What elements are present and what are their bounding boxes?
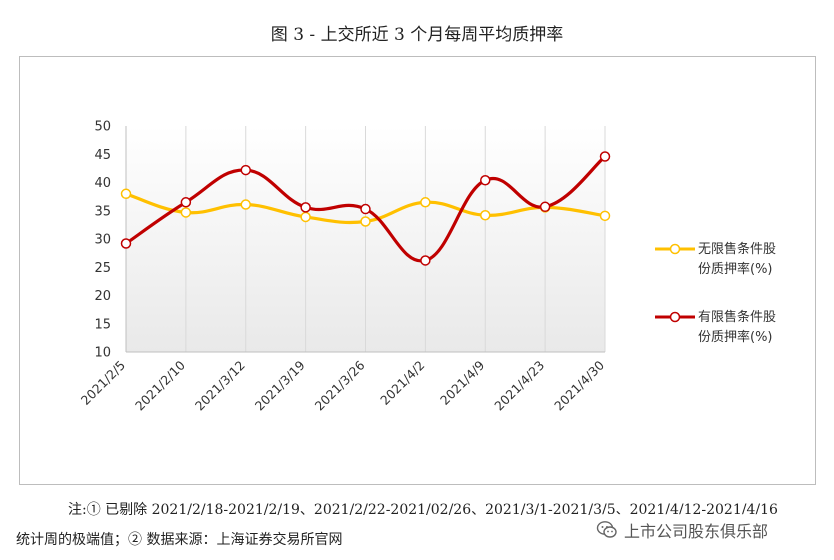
legend-label-restricted-line2: 份质押率(%)	[698, 330, 773, 345]
y-tick-label: 50	[94, 120, 111, 135]
x-tick-label: 2021/3/12	[192, 358, 248, 414]
x-tick-label: 2021/4/23	[491, 358, 547, 414]
watermark: 上市公司股东俱乐部	[596, 514, 818, 546]
chart-title: 图 3 - 上交所近 3 个月每周平均质押率	[270, 25, 564, 45]
y-tick-label: 20	[94, 289, 111, 304]
data-point-restricted	[599, 151, 611, 162]
x-tick-label: 2021/3/26	[312, 357, 368, 413]
legend-label-unrestricted-line1: 无限售条件股	[698, 242, 777, 257]
data-point-unrestricted	[240, 199, 251, 210]
x-tick-label: 2021/4/9	[437, 357, 487, 407]
x-tick-label: 2021/3/19	[252, 357, 308, 413]
watermark-text: 上市公司股东俱乐部	[624, 522, 769, 541]
x-tick-label: 2021/4/30	[551, 357, 607, 413]
data-point-unrestricted	[180, 207, 192, 218]
wechat-icon	[596, 521, 617, 538]
footnote-line-2: 统计周的极端值；② 数据来源：上海证券交易所官网	[16, 532, 343, 548]
data-point-restricted	[480, 174, 491, 186]
data-point-unrestricted	[599, 210, 611, 222]
data-point-restricted	[300, 202, 311, 213]
data-point-unrestricted	[120, 188, 132, 200]
legend-swatch-restricted	[655, 311, 695, 323]
data-point-restricted	[539, 201, 551, 213]
data-point-restricted	[420, 255, 431, 266]
legend-label-restricted-line1: 有限售条件股	[698, 310, 777, 325]
data-point-restricted	[240, 164, 251, 176]
data-point-unrestricted	[300, 211, 311, 223]
x-tick-label: 2021/2/5	[78, 358, 128, 408]
y-tick-label: 40	[94, 176, 111, 191]
y-tick-label: 25	[94, 261, 111, 276]
y-tick-label: 45	[94, 148, 111, 163]
y-tick-label: 15	[94, 317, 111, 332]
legend-label-unrestricted-line2: 份质押率(%)	[698, 262, 773, 277]
y-tick-label: 35	[94, 204, 111, 219]
data-point-unrestricted	[420, 197, 431, 208]
data-point-restricted	[180, 197, 192, 208]
data-point-restricted	[360, 203, 371, 215]
data-point-unrestricted	[360, 216, 371, 227]
x-tick-label: 2021/2/10	[132, 357, 188, 413]
data-point-restricted	[120, 238, 132, 249]
y-tick-label: 10	[94, 346, 111, 361]
y-tick-label: 30	[94, 233, 111, 248]
data-point-unrestricted	[480, 210, 491, 221]
x-tick-label: 2021/4/2	[377, 358, 427, 408]
series-line-restricted	[125, 155, 607, 263]
legend-swatch-unrestricted	[655, 243, 695, 255]
chart-frame	[19, 56, 816, 485]
